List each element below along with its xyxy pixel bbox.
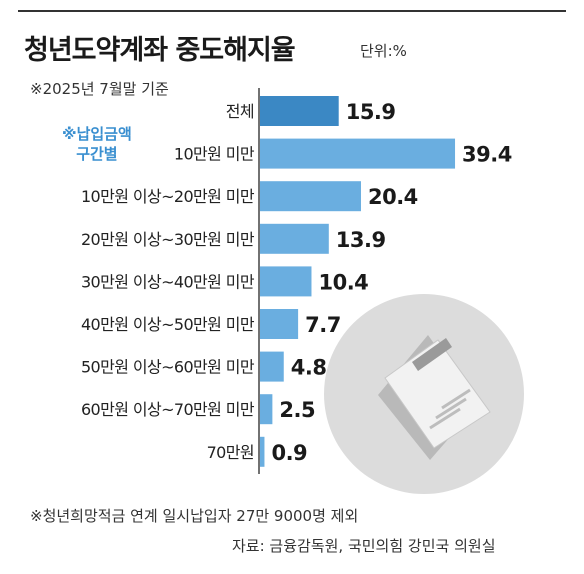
category-label-7: 60만원 이상~70만원 미만 xyxy=(81,400,255,419)
bar-7 xyxy=(260,394,273,425)
value-label-6: 4.8 xyxy=(291,356,327,380)
value-label-0: 15.9 xyxy=(346,100,396,124)
unit-label: 단위:% xyxy=(360,42,407,60)
bar-2 xyxy=(260,181,361,212)
bankbook-illustration xyxy=(324,294,524,494)
value-label-3: 13.9 xyxy=(336,228,386,252)
group-note-line-2: 구간별 xyxy=(76,145,118,163)
bars-group: 전체 15.9 10만원 미만 39.4 10만원 이상~20만원 미만 20.4 20만원… xyxy=(81,96,512,467)
chart-title: 청년도약계좌 중도해지율 xyxy=(24,35,296,66)
category-label-4: 30만원 이상~40만원 미만 xyxy=(81,272,255,291)
category-label-0: 전체 xyxy=(226,102,254,121)
bar-6 xyxy=(260,351,284,382)
value-label-1: 39.4 xyxy=(462,143,512,167)
bar-1 xyxy=(260,138,456,169)
category-label-3: 20만원 이상~30만원 미만 xyxy=(81,230,255,249)
bar-8 xyxy=(260,436,265,467)
value-label-4: 10.4 xyxy=(318,270,368,294)
footnote: ※청년희망적금 연계 일시납입자 27만 9000명 제외 xyxy=(30,507,359,525)
value-label-7: 2.5 xyxy=(279,398,315,422)
category-label-6: 50만원 이상~60만원 미만 xyxy=(81,358,255,377)
value-label-5: 7.7 xyxy=(305,313,341,337)
basis-date-note: ※2025년 7월말 기준 xyxy=(30,80,169,98)
bar-0 xyxy=(260,96,339,126)
bar-4 xyxy=(260,266,312,297)
category-label-2: 10만원 이상~20만원 미만 xyxy=(81,187,255,206)
category-label-8: 70만원 xyxy=(207,443,254,462)
category-label-5: 40만원 이상~50만원 미만 xyxy=(81,315,255,334)
value-label-2: 20.4 xyxy=(368,185,418,209)
top-border xyxy=(18,10,566,12)
bar-5 xyxy=(260,309,299,339)
group-note: ※납입금액 구간별 xyxy=(62,124,132,164)
bankbook-page xyxy=(384,339,491,449)
value-label-8: 0.9 xyxy=(271,441,307,465)
bankbook-lines xyxy=(429,388,471,430)
bankbook-stripe xyxy=(412,338,452,371)
category-label-1: 10만원 미만 xyxy=(174,145,255,164)
bar-3 xyxy=(260,223,329,254)
group-note-line-1: ※납입금액 xyxy=(62,125,132,143)
source-note: 자료: 금융감독원, 국민의힘 강민국 의원실 xyxy=(232,537,496,555)
